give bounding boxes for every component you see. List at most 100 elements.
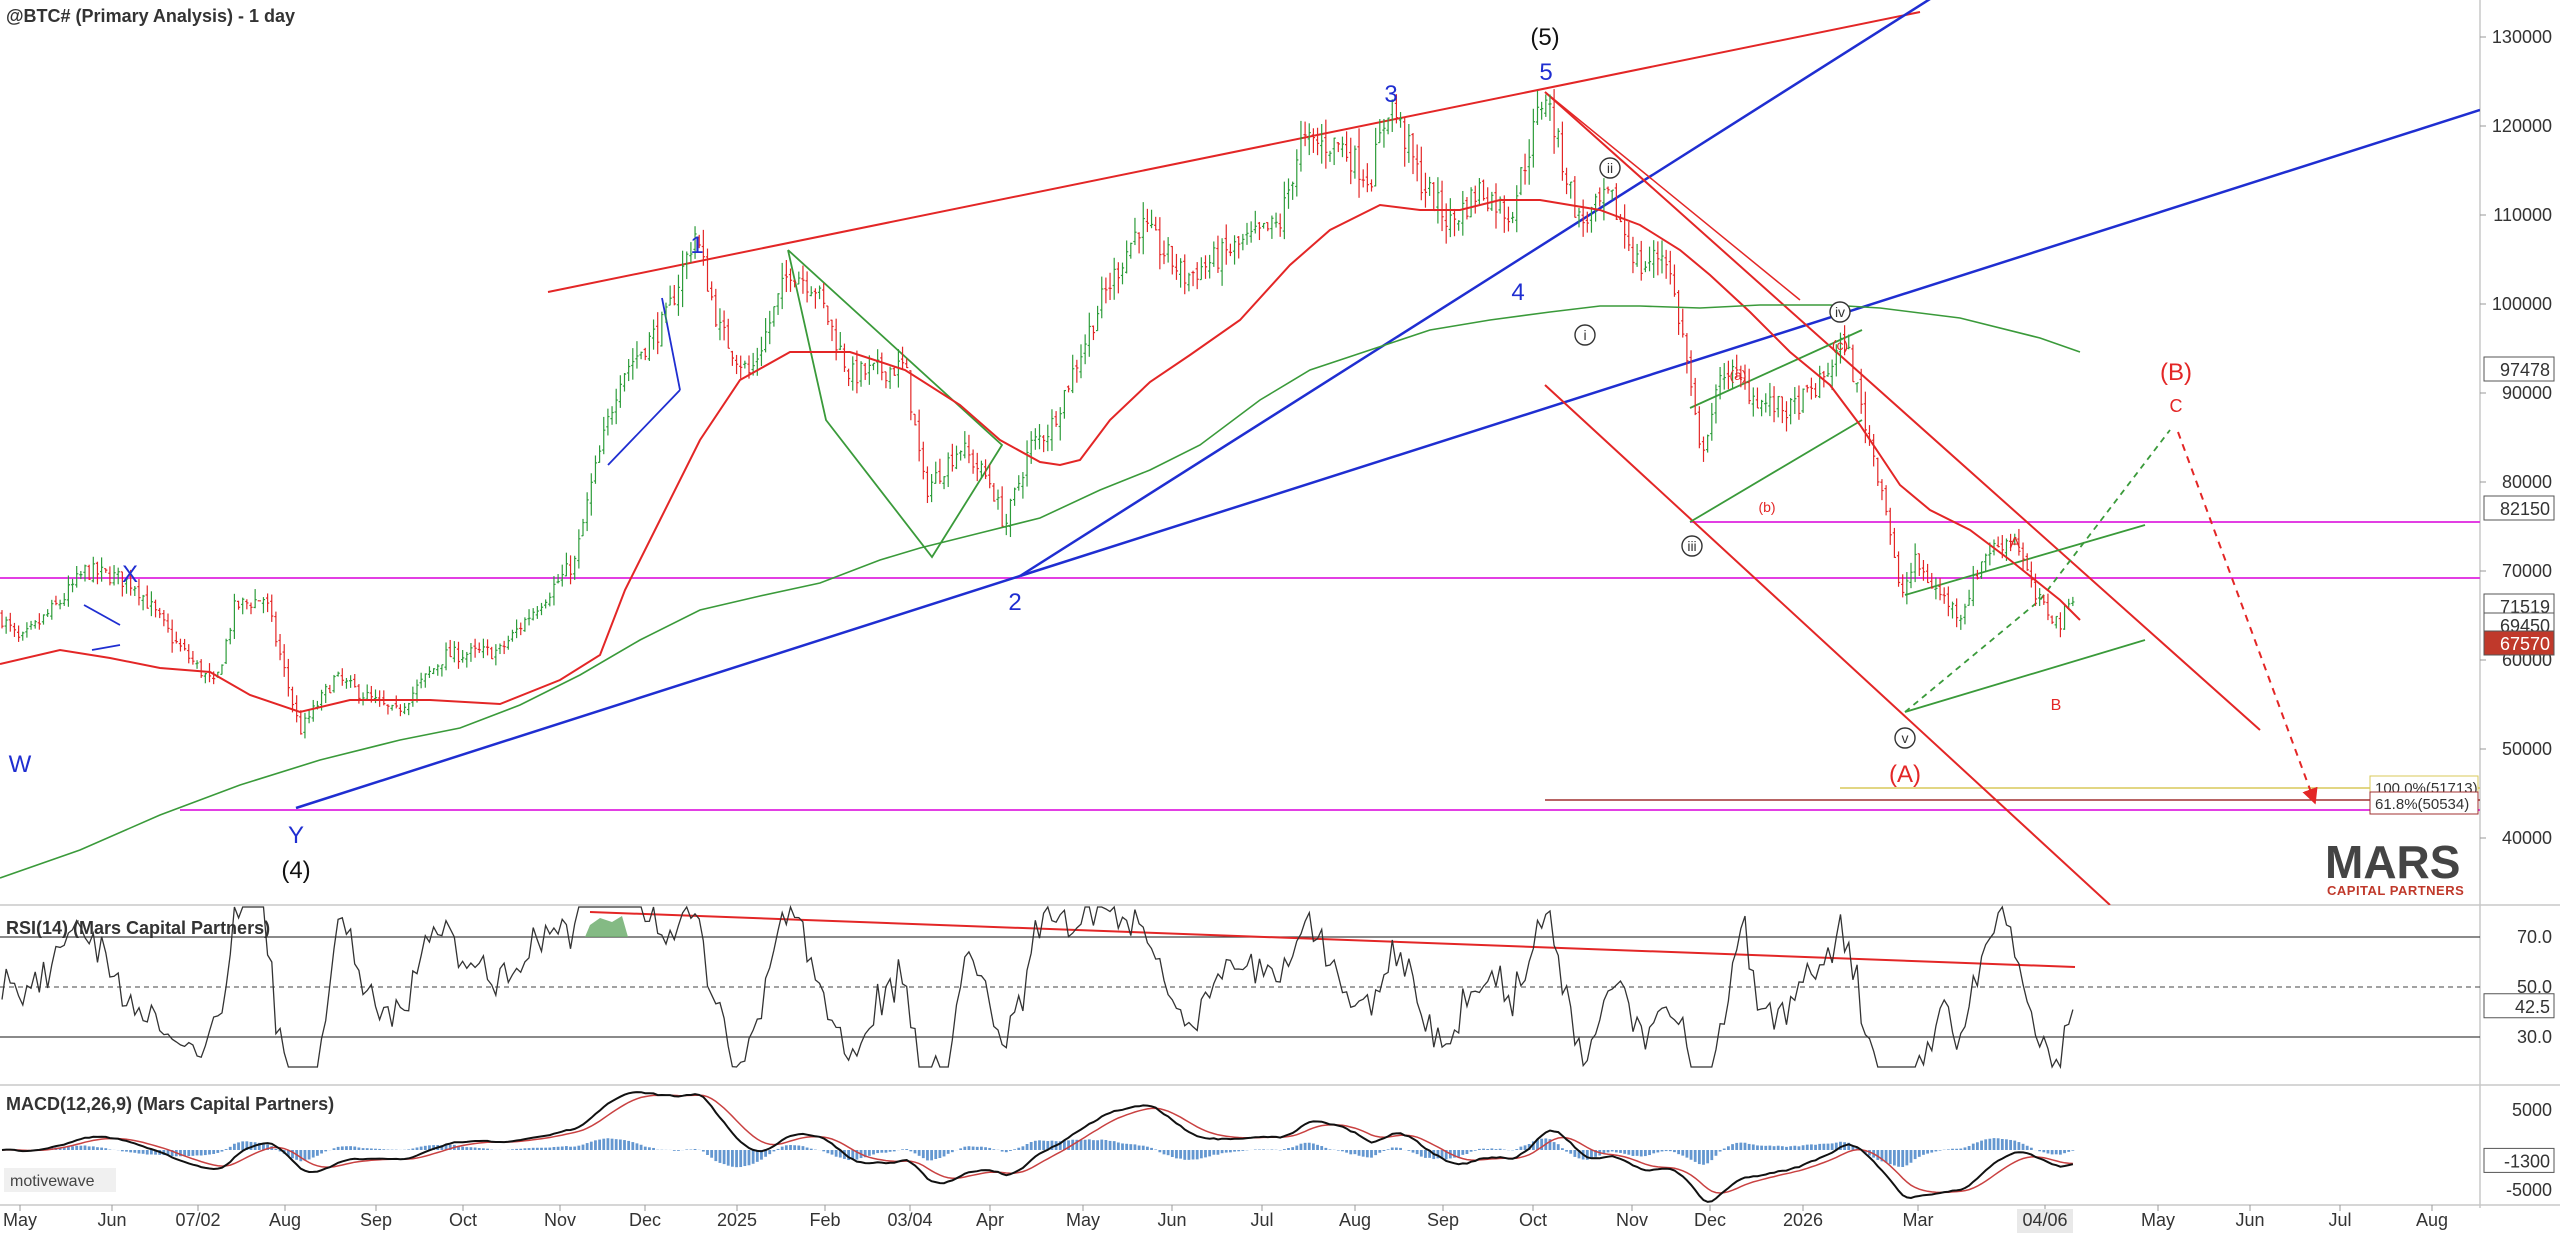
logo-text: MARS [2325, 836, 2460, 888]
wave-label-blue: 4 [1511, 279, 1524, 306]
upper-trendline [547, 11, 1921, 293]
wave-label-blue: 1 [690, 232, 703, 259]
macd-title: MACD(12,26,9) (Mars Capital Partners) [6, 1094, 334, 1114]
wave-circle-label: iv [1835, 304, 1845, 320]
rsi-tick-label: 70.0 [2517, 927, 2552, 947]
price-tick-label: 90000 [2502, 383, 2552, 403]
green-channel-a-low [1689, 419, 1863, 523]
wave-label-circled: v [1894, 727, 1916, 749]
moving-averages [0, 199, 2081, 879]
trend-overlays [0, 0, 2480, 905]
price-tag-label: 71519 [2500, 597, 2550, 617]
price-tick-label: 120000 [2492, 116, 2552, 136]
price-tag-box [2483, 495, 2555, 521]
wave-label-blue: 2 [1008, 589, 1021, 616]
wave-circle-label: i [1583, 327, 1586, 343]
time-axis[interactable]: May Jun 07/02 Aug Sep Oct Nov Dec 2025 Feb 03/04 Ap… [3, 1205, 2448, 1233]
rsi-divergence-line [589, 911, 2076, 968]
time-tick-label: Sep [1427, 1210, 1459, 1230]
time-tick-label: 04/06 [2022, 1210, 2067, 1230]
time-tick-label: Dec [629, 1210, 661, 1230]
wave-label-red: A [2010, 535, 2021, 552]
blue-trendline-lower [295, 574, 1021, 810]
current-date-box [2017, 1209, 2073, 1233]
price-panel: (5)(4)WXY12345iiiiiiivv(a)(b)(c)AB(A)(B)… [0, 0, 2480, 905]
price-tag-label: 82150 [2500, 499, 2550, 519]
time-tick-label: Nov [1616, 1210, 1648, 1230]
time-tick-label: Feb [809, 1210, 840, 1230]
time-tick-label: 07/02 [175, 1210, 220, 1230]
time-tick-label: Mar [1903, 1210, 1934, 1230]
price-tag-label: 67570 [2500, 634, 2550, 654]
red-channel-upper [1544, 91, 2261, 731]
watermark-text: motivewave [10, 1173, 95, 1190]
ma-200 [0, 304, 2081, 879]
time-tick-label: Jun [1157, 1210, 1186, 1230]
wave-circle-label: iii [1687, 538, 1696, 554]
price-tick-label: 110000 [2493, 205, 2552, 225]
wave-label-blue: 3 [1384, 81, 1397, 108]
price-tag-label: 97478 [2500, 360, 2550, 380]
blue-x-triangle-b [91, 644, 121, 651]
macd-tick-label: -5000 [2506, 1180, 2552, 1200]
wave-labels: (5)(4)WXY12345iiiiiiivv(a)(b)(c)AB(A)(B)… [9, 24, 2192, 884]
wave-label-red: (a) [1729, 367, 1746, 383]
price-tick-label: 130000 [2492, 27, 2552, 47]
time-tick-label: Jul [2328, 1210, 2351, 1230]
time-tick-label: 2025 [717, 1210, 757, 1230]
time-tick-label: Dec [1694, 1210, 1726, 1230]
blue-trendline-steep [1019, 0, 1931, 578]
time-tick-label: Jun [2235, 1210, 2264, 1230]
macd-line [1, 1091, 2074, 1203]
wave-label-blue: Y [288, 822, 304, 849]
time-tick-label: Aug [1339, 1210, 1371, 1230]
rsi-tick-label: 30.0 [2517, 1027, 2552, 1047]
price-tick-label: 50000 [2502, 739, 2552, 759]
time-tick-label: Nov [544, 1210, 576, 1230]
time-tick-label: Apr [976, 1210, 1004, 1230]
wave-label-blue: X [122, 561, 138, 588]
rsi-value-box [2483, 993, 2555, 1019]
red-channel-mid [1544, 91, 1801, 301]
time-tick-label: Oct [1519, 1210, 1547, 1230]
blue-triangle-lower [607, 389, 681, 466]
wave-label-red: (b) [1758, 499, 1775, 515]
watermark: motivewave [4, 1168, 116, 1192]
wave-circle [1574, 324, 1596, 346]
rsi-tick-label: 50.0 [2517, 977, 2552, 997]
main-title: @BTC# (Primary Analysis) - 1 day [6, 6, 295, 26]
macd-histogram [4, 1138, 2075, 1168]
time-tick-label: Sep [360, 1210, 392, 1230]
wave-label-circled: iv [1829, 301, 1851, 323]
price-tag-box [2483, 630, 2555, 656]
time-tick-label: 03/04 [887, 1210, 932, 1230]
wave-label-red: B [2051, 697, 2062, 714]
wave-label-blue: 5 [1539, 59, 1552, 86]
projection-up [1904, 429, 2171, 713]
price-tick-label: 40000 [2502, 828, 2552, 848]
wave-circle-label: ii [1607, 160, 1613, 176]
wave-label-blue: W [9, 751, 32, 778]
rsi-title: RSI(14) (Mars Capital Partners) [6, 918, 270, 938]
time-tick-label: Oct [449, 1210, 477, 1230]
wave-circle [1894, 727, 1916, 749]
macd-tick-label: 5000 [2512, 1100, 2552, 1120]
wave-label-red: (c) [1832, 337, 1848, 353]
rsi-value-label: 42.5 [2515, 997, 2550, 1017]
fib-box [2369, 791, 2479, 815]
wave-circle [1599, 157, 1621, 179]
wave-label-circled: i [1574, 324, 1596, 346]
wave-label-red: C [2170, 396, 2183, 416]
rsi-line [1, 904, 2074, 1070]
time-tick-label: 2026 [1783, 1210, 1823, 1230]
price-tag-box [2483, 356, 2555, 382]
macd-value-label: -1300 [2504, 1151, 2550, 1171]
price-axis[interactable]: 130000 120000 110000 100000 90000 80000 70000 6… [2480, 27, 2552, 848]
green-channel-a-high [1689, 329, 1863, 409]
time-tick-label: May [1066, 1210, 1100, 1230]
wave-label-black-4: (4) [281, 857, 310, 884]
price-tick-label: 80000 [2502, 472, 2552, 492]
macd-signal-line [1, 1094, 2073, 1194]
